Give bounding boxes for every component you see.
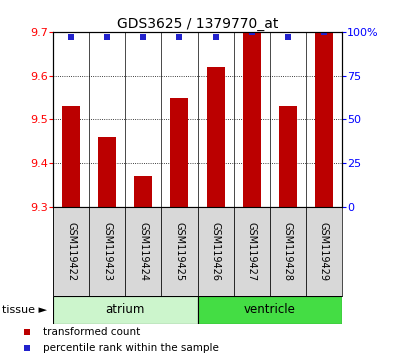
Text: percentile rank within the sample: percentile rank within the sample — [43, 343, 219, 353]
Text: GSM119426: GSM119426 — [211, 222, 220, 281]
Bar — [162, 207, 198, 296]
Bar — [53, 296, 198, 324]
Bar — [89, 207, 126, 296]
Text: GSM119425: GSM119425 — [175, 222, 184, 281]
Point — [24, 329, 30, 335]
Bar — [243, 32, 261, 207]
Bar — [53, 207, 89, 296]
Point — [68, 34, 75, 40]
Text: atrium: atrium — [106, 303, 145, 316]
Point — [104, 34, 111, 40]
Bar — [278, 106, 297, 207]
Point — [140, 34, 147, 40]
Bar — [270, 207, 306, 296]
Point — [213, 34, 219, 40]
Text: GSM119428: GSM119428 — [282, 222, 293, 281]
Text: GSM119423: GSM119423 — [102, 222, 113, 281]
Text: GSM119427: GSM119427 — [246, 222, 257, 281]
Bar — [233, 207, 270, 296]
Bar — [207, 67, 224, 207]
Point — [24, 346, 30, 351]
Bar — [98, 137, 117, 207]
Bar — [198, 207, 233, 296]
Bar — [198, 296, 342, 324]
Bar — [134, 176, 152, 207]
Point — [284, 34, 291, 40]
Point — [248, 29, 255, 35]
Bar — [126, 207, 162, 296]
Text: GSM119424: GSM119424 — [138, 222, 149, 281]
Title: GDS3625 / 1379770_at: GDS3625 / 1379770_at — [117, 17, 278, 31]
Bar — [171, 98, 188, 207]
Text: GSM119429: GSM119429 — [319, 222, 329, 281]
Text: tissue ►: tissue ► — [2, 305, 47, 315]
Bar — [62, 106, 80, 207]
Text: ventricle: ventricle — [244, 303, 295, 316]
Point — [176, 34, 182, 40]
Text: transformed count: transformed count — [43, 327, 140, 337]
Bar — [306, 207, 342, 296]
Bar — [315, 32, 333, 207]
Text: GSM119422: GSM119422 — [66, 222, 76, 281]
Point — [320, 29, 327, 35]
